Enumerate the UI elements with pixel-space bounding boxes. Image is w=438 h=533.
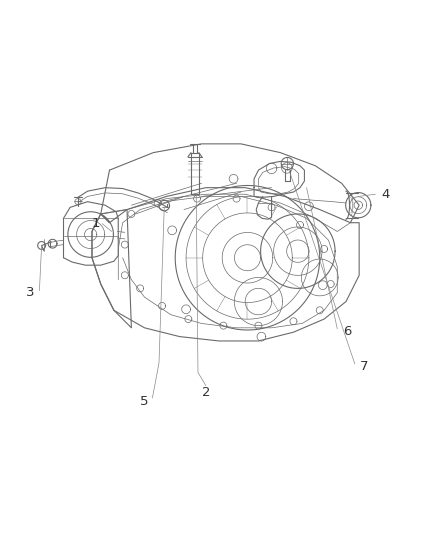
Text: 3: 3 (25, 286, 34, 300)
Text: 2: 2 (201, 386, 210, 399)
Text: 5: 5 (140, 395, 149, 408)
Text: 6: 6 (343, 325, 351, 338)
Text: 7: 7 (360, 360, 369, 373)
Text: 1: 1 (91, 217, 100, 230)
Text: 4: 4 (381, 188, 390, 201)
